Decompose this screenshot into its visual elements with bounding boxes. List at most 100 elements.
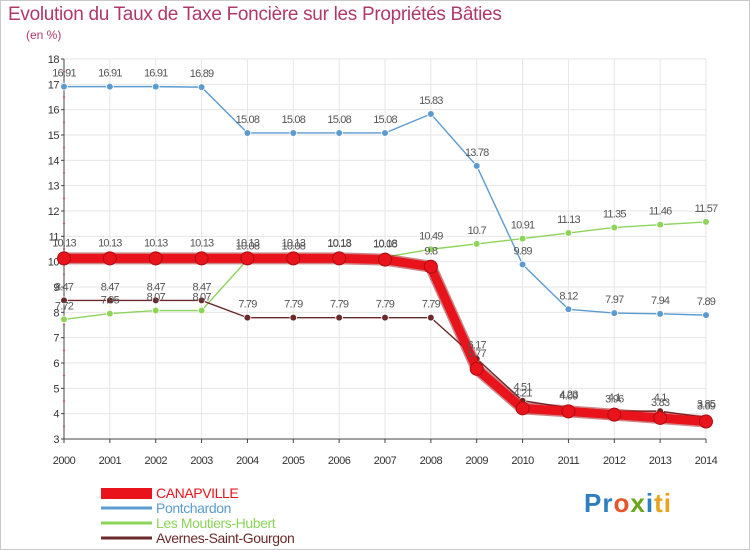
logo-letter: ti: [654, 488, 672, 518]
data-label: 10.13: [327, 237, 351, 249]
axes: 3 4 5 6 7 8 9 10 11 12 13 14 15 16 17 18 2000 2001 2002 200…: [48, 54, 718, 467]
data-labels: 10.13 10.13 10.13 10.13 10.13 10.13 10.13 10.08…: [52, 68, 719, 413]
y-minor-mark: [63, 172, 65, 174]
series-point: [656, 310, 664, 318]
y-tick-label: 17: [48, 79, 60, 91]
y-tick-label: 16: [48, 105, 60, 117]
series-point: [699, 414, 713, 429]
data-label: 10.49: [419, 230, 443, 242]
data-label: 8.47: [192, 281, 211, 293]
y-tick-label: 6: [53, 358, 59, 370]
x-tick-label: 2012: [603, 455, 626, 467]
data-label: 8.07: [192, 292, 211, 304]
data-label: 10.18: [373, 238, 397, 250]
logo-letter: x: [630, 488, 646, 518]
series-point: [378, 252, 392, 267]
data-label: 10.13: [52, 237, 76, 249]
series-point: [607, 407, 622, 422]
series-point: [610, 223, 619, 232]
series-point: [335, 313, 343, 322]
data-label: 10.13: [190, 237, 214, 249]
data-label: 13.78: [465, 147, 489, 159]
data-label: 10.13: [98, 237, 122, 249]
y-minor-mark: [63, 349, 65, 351]
y-tick-label: 5: [53, 383, 59, 395]
y-minor-mark: [63, 324, 65, 326]
series-point: [289, 129, 298, 137]
series-point: [151, 306, 160, 315]
data-label: 16.89: [190, 68, 214, 80]
series-point: [151, 82, 160, 91]
series-point: [197, 296, 206, 305]
series-point: [610, 309, 619, 317]
x-tick-label: 2009: [465, 455, 488, 467]
data-label: 7.79: [238, 299, 257, 311]
x-tick-label: 2013: [649, 455, 672, 467]
logo-letter: Pr: [584, 488, 614, 518]
logo-letter: o: [613, 488, 631, 518]
data-label: 11.46: [649, 206, 672, 218]
data-label: 10.7: [468, 225, 487, 237]
series-point: [60, 82, 68, 91]
x-tick-label: 2001: [99, 455, 122, 467]
data-label: 8.12: [559, 290, 578, 302]
series-point: [60, 315, 68, 324]
series-point: [518, 260, 527, 269]
data-label: 4.1: [608, 392, 622, 404]
series-point: [332, 251, 347, 266]
series-point: [472, 162, 481, 170]
series-point: [381, 129, 389, 137]
series-point: [106, 82, 114, 91]
legend-swatch: [101, 536, 152, 540]
series-point: [702, 311, 710, 319]
data-label: 16.91: [98, 68, 122, 80]
proxiti-logo: Proxiti: [584, 488, 672, 519]
y-tick-label: 7: [53, 333, 59, 345]
data-label: 11.57: [695, 203, 718, 215]
legend-entry-label: Avernes-Saint-Gourgon: [156, 530, 294, 546]
series-point: [518, 234, 527, 243]
series-point: [335, 129, 343, 137]
data-label: 3.85: [697, 398, 716, 410]
data-label: 16.91: [52, 68, 76, 80]
series-point: [472, 240, 481, 248]
y-minor-mark: [63, 248, 65, 250]
y-minor-mark: [63, 375, 65, 377]
y-tick-label: 3: [53, 434, 59, 446]
data-label: 10.13: [282, 237, 306, 249]
data-label: 11.35: [603, 208, 626, 220]
x-tick-label: 2005: [282, 455, 305, 467]
data-label: 4.1: [654, 392, 668, 404]
data-label: 10.91: [511, 220, 535, 232]
data-label: 15.08: [327, 114, 351, 126]
y-minor-mark: [63, 197, 65, 199]
data-label: 7.94: [651, 295, 670, 307]
y-minor-mark: [63, 147, 65, 149]
series-point: [469, 361, 484, 376]
data-label: 8.47: [101, 281, 120, 293]
data-label: 6.17: [468, 340, 487, 352]
series-point: [427, 313, 435, 322]
data-label: 7.79: [422, 299, 441, 311]
data-label: 10.08: [236, 241, 260, 253]
data-label: 15.08: [373, 114, 397, 126]
data-label: 3.96: [605, 394, 624, 406]
data-label: 4.21: [513, 387, 532, 399]
y-tick-label: 14: [48, 155, 60, 167]
series-point: [564, 229, 573, 237]
series-point: [57, 251, 71, 266]
series-point: [102, 251, 117, 266]
series-point: [427, 110, 435, 118]
legend-swatch: [101, 488, 152, 499]
y-tick-label: 4: [53, 409, 59, 421]
x-tick-label: 2002: [144, 455, 167, 467]
y-tick-label: 8: [53, 307, 59, 319]
x-tick-label: 2010: [511, 455, 534, 467]
data-label: 7.89: [697, 296, 716, 308]
series-point: [564, 305, 573, 314]
data-label: 9.89: [513, 245, 532, 257]
y-tick-label: 15: [48, 130, 60, 142]
x-tick-label: 2011: [558, 455, 580, 467]
